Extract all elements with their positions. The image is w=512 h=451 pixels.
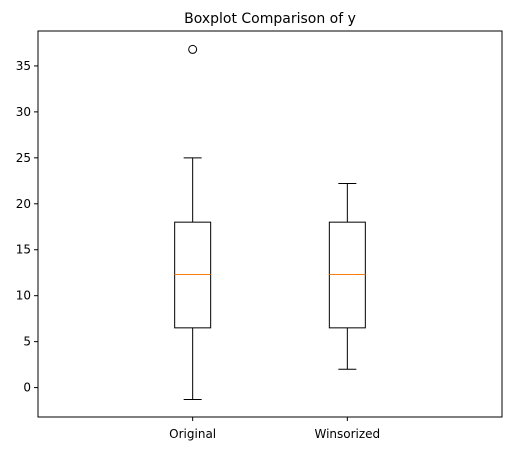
y-tick-label: 20	[16, 197, 31, 211]
chart-title: Boxplot Comparison of y	[184, 11, 356, 27]
outlier-point	[188, 44, 198, 54]
plot-area: 0 5 10 15 20 25 30 35 Original Winsorized	[16, 44, 380, 441]
y-tick-label: 5	[23, 335, 31, 349]
y-tick-label: 25	[16, 151, 31, 165]
x-tick-label: Original	[169, 427, 216, 441]
x-tick-label: Winsorized	[314, 427, 380, 441]
y-tick-label: 15	[16, 243, 31, 257]
y-tick-label: 10	[16, 289, 31, 303]
y-tick-label: 30	[16, 105, 31, 119]
axes-frame	[37, 30, 503, 418]
y-tick-label: 0	[23, 381, 31, 395]
y-tick-label: 35	[16, 59, 31, 73]
